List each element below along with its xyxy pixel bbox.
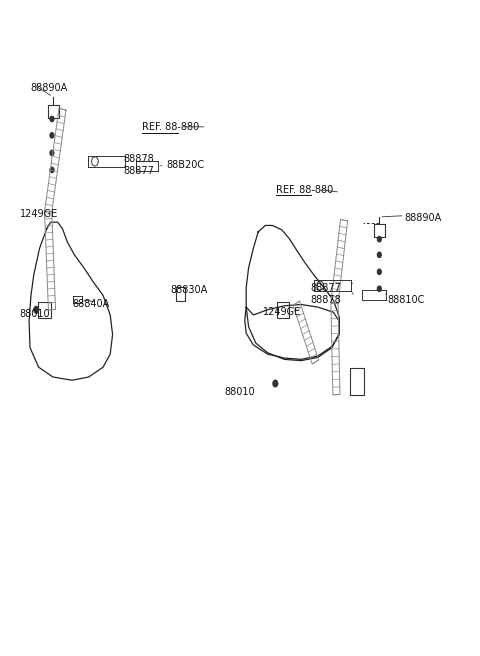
Text: 88877: 88877 (123, 166, 154, 176)
Circle shape (317, 281, 324, 290)
Text: 88B20C: 88B20C (166, 160, 204, 171)
Bar (374, 224, 384, 237)
Circle shape (34, 306, 38, 313)
Circle shape (377, 286, 381, 291)
Text: 1249GE: 1249GE (263, 306, 301, 317)
Text: 88878: 88878 (123, 154, 154, 165)
Text: 88840A: 88840A (72, 299, 109, 309)
Circle shape (50, 116, 54, 121)
Circle shape (273, 380, 278, 387)
Text: 88877: 88877 (311, 283, 341, 293)
Circle shape (92, 157, 98, 166)
Circle shape (377, 252, 381, 257)
Bar (48, 104, 59, 117)
Circle shape (50, 133, 54, 138)
Text: 88830A: 88830A (171, 285, 208, 295)
Bar (350, 369, 364, 395)
Text: REF. 88-880: REF. 88-880 (276, 184, 333, 195)
Text: 88010: 88010 (20, 308, 50, 319)
Bar (176, 287, 185, 301)
Text: 88810C: 88810C (387, 295, 424, 305)
Circle shape (377, 269, 381, 274)
Text: 88890A: 88890A (30, 83, 67, 92)
Text: 88010: 88010 (225, 387, 255, 397)
Bar (38, 302, 50, 318)
Circle shape (377, 237, 381, 242)
Circle shape (50, 167, 54, 173)
Text: 88890A: 88890A (405, 213, 442, 223)
Bar (277, 302, 289, 318)
Text: REF. 88-880: REF. 88-880 (142, 122, 199, 132)
Text: 1249GE: 1249GE (20, 209, 58, 218)
Circle shape (50, 150, 54, 155)
Text: 88878: 88878 (311, 295, 341, 305)
